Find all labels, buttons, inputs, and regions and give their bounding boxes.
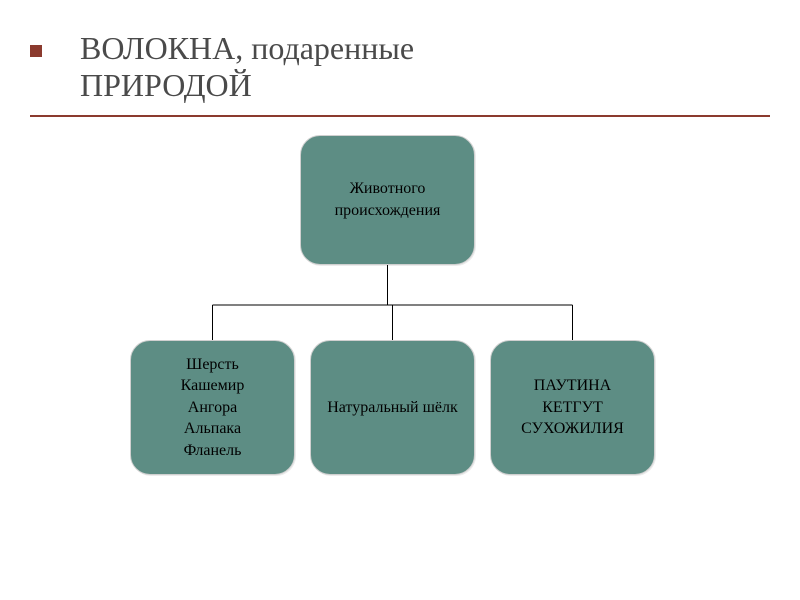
node-text-line: СУХОЖИЛИЯ [521, 418, 624, 440]
node-text-line: происхождения [335, 200, 441, 222]
node-text-line: Животного [350, 178, 426, 200]
tree-child-wool: ШерстьКашемирАнгораАльпакаФланель [130, 340, 295, 475]
node-text-line: Фланель [184, 440, 242, 462]
title-line-2: ПРИРОДОЙ [80, 67, 720, 104]
node-text-line: Шерсть [186, 354, 239, 376]
tree-child-silk: Натуральный шёлк [310, 340, 475, 475]
title-bullet [30, 45, 42, 57]
tree-child-other: ПАУТИНАКЕТГУТСУХОЖИЛИЯ [490, 340, 655, 475]
node-text-line: ПАУТИНА [534, 375, 611, 397]
tree-root-node: Животногопроисхождения [300, 135, 475, 265]
slide: ВОЛОКНА, подаренные ПРИРОДОЙ Животногопр… [0, 0, 800, 600]
node-text-line: Натуральный шёлк [327, 397, 458, 419]
title-underline [30, 115, 770, 117]
node-text-line: КЕТГУТ [542, 397, 603, 419]
slide-title: ВОЛОКНА, подаренные ПРИРОДОЙ [80, 30, 720, 104]
node-text-line: Альпака [184, 418, 241, 440]
title-line-1: ВОЛОКНА, подаренные [80, 30, 720, 67]
node-text-line: Ангора [188, 397, 237, 419]
node-text-line: Кашемир [181, 375, 245, 397]
